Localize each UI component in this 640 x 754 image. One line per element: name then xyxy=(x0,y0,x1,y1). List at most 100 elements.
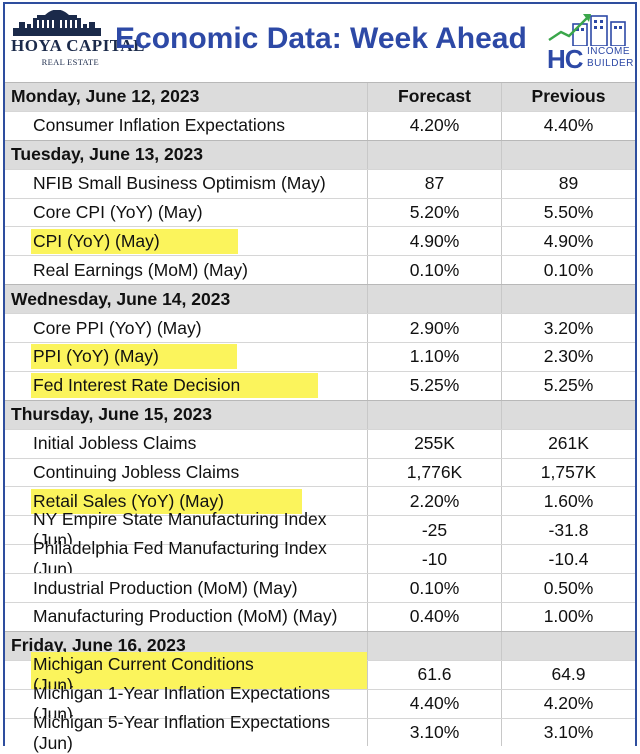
table-row: Michigan 5-Year Inflation Expectations (… xyxy=(5,712,635,753)
forecast-value: 0.10% xyxy=(367,574,501,603)
table-row: Core CPI (YoY) (May) 5.20% 5.50% xyxy=(5,197,635,227)
day-header-row: Wednesday, June 14, 2023 xyxy=(5,284,635,314)
indicator-cell: CPI (YoY) (May) xyxy=(5,227,367,255)
previous-column-header xyxy=(501,631,635,660)
forecast-value: 0.40% xyxy=(367,603,501,631)
previous-value: 4.20% xyxy=(501,689,635,718)
day-label: Friday, June 16, 2023 xyxy=(11,635,186,656)
income-text: INCOME xyxy=(587,46,630,57)
day-header-row: Thursday, June 15, 2023 xyxy=(5,399,635,429)
indicator-cell: Industrial Production (MoM) (May) xyxy=(5,574,367,602)
table-row: CPI (YoY) (May) 4.90% 4.90% xyxy=(5,226,635,256)
forecast-value: -10 xyxy=(367,545,501,574)
indicator-cell: Fed Interest Rate Decision xyxy=(5,372,367,400)
indicator-name: Industrial Production (MoM) (May) xyxy=(33,577,298,598)
previous-value: 3.20% xyxy=(501,314,635,343)
page-title: Economic Data: Week Ahead xyxy=(115,22,527,55)
previous-value: 0.50% xyxy=(501,574,635,603)
indicator-cell: PPI (YoY) (May) xyxy=(5,343,367,371)
indicator-name: Real Earnings (MoM) (May) xyxy=(33,259,248,280)
previous-value: 2.30% xyxy=(501,343,635,371)
indicator-name: Core CPI (YoY) (May) xyxy=(33,202,203,222)
forecast-value: 1,776K xyxy=(367,458,501,487)
day-header-row: Monday, June 12, 2023 Forecast Previous xyxy=(5,82,635,111)
indicator-name: Consumer Inflation Expectations xyxy=(33,115,285,136)
table-row: Continuing Jobless Claims 1,776K 1,757K xyxy=(5,457,635,487)
forecast-column-header xyxy=(367,631,501,660)
indicator-name: Michigan 5-Year Inflation Expectations (… xyxy=(33,711,331,753)
capitol-skyline-icon xyxy=(13,9,101,36)
table-row: Initial Jobless Claims 255K 261K xyxy=(5,428,635,458)
previous-value: 1.60% xyxy=(501,487,635,516)
header: HOYA CAPITAL REAL ESTATE Economic Data: … xyxy=(5,4,635,82)
economic-calendar-table: Monday, June 12, 2023 Forecast Previous Con… xyxy=(5,82,635,753)
indicator-cell: Initial Jobless Claims xyxy=(5,430,367,458)
table-row: Retail Sales (YoY) (May) 2.20% 1.60% xyxy=(5,486,635,516)
forecast-value: -25 xyxy=(367,516,501,545)
indicator-cell: Consumer Inflation Expectations xyxy=(5,112,367,140)
previous-value: 5.50% xyxy=(501,198,635,227)
forecast-value: 4.90% xyxy=(367,227,501,256)
previous-value: 1.00% xyxy=(501,603,635,631)
indicator-name: NFIB Small Business Optimism (May) xyxy=(33,173,326,194)
previous-value: 261K xyxy=(501,429,635,458)
highlighted-indicator-name: Fed Interest Rate Decision xyxy=(31,373,319,399)
forecast-value: 1.10% xyxy=(367,343,501,371)
previous-column-header xyxy=(501,285,635,314)
forecast-column-header: Forecast xyxy=(367,83,501,111)
previous-value: 3.10% xyxy=(501,718,635,747)
previous-value: 5.25% xyxy=(501,371,635,400)
indicator-cell: Manufacturing Production (MoM) (May) xyxy=(5,603,367,631)
table-row: PPI (YoY) (May) 1.10% 2.30% xyxy=(5,342,635,371)
previous-value: -10.4 xyxy=(501,545,635,574)
previous-value: 4.90% xyxy=(501,227,635,256)
table-row: Manufacturing Production (MoM) (May) 0.40… xyxy=(5,602,635,631)
previous-column-header xyxy=(501,140,635,169)
previous-value: 1,757K xyxy=(501,458,635,487)
previous-column-header: Previous xyxy=(501,83,635,111)
indicator-cell: Real Earnings (MoM) (May) xyxy=(5,256,367,284)
highlighted-indicator-name: PPI (YoY) (May) xyxy=(31,344,237,370)
forecast-value: 87 xyxy=(367,169,501,198)
builder-text: BUILDER xyxy=(587,58,634,69)
table-row: NFIB Small Business Optimism (May) 87 89 xyxy=(5,168,635,198)
forecast-column-header xyxy=(367,400,501,429)
indicator-name: Initial Jobless Claims xyxy=(33,433,197,454)
forecast-value: 2.90% xyxy=(367,314,501,343)
brand-subtitle: REAL ESTATE xyxy=(41,57,99,67)
previous-value: 64.9 xyxy=(501,660,635,689)
indicator-cell: Michigan 5-Year Inflation Expectations (… xyxy=(5,712,367,753)
forecast-value: 0.10% xyxy=(367,256,501,285)
indicator-cell: NFIB Small Business Optimism (May) xyxy=(5,170,367,198)
table-row: Philadelphia Fed Manufacturing Index (Ju… xyxy=(5,538,635,579)
table-row: Consumer Inflation Expectations 4.20% 4.40… xyxy=(5,110,635,140)
forecast-value: 5.20% xyxy=(367,198,501,227)
day-label: Thursday, June 15, 2023 xyxy=(11,404,213,425)
indicator-cell: Core CPI (YoY) (May) xyxy=(5,199,367,227)
buildings-chart-icon xyxy=(548,14,626,47)
forecast-value: 255K xyxy=(367,429,501,458)
hc-logo-text: HC xyxy=(547,44,584,74)
forecast-value: 5.25% xyxy=(367,371,501,400)
table-row: Industrial Production (MoM) (May) 0.10% 0.… xyxy=(5,573,635,603)
table-row: Michigan 1-Year Inflation Expectations (… xyxy=(5,683,635,724)
previous-value: 4.40% xyxy=(501,111,635,140)
brand-name: HOYA CAPITAL xyxy=(11,36,145,55)
forecast-column-header xyxy=(367,285,501,314)
indicator-name: Manufacturing Production (MoM) (May) xyxy=(33,606,338,627)
indicator-cell: Core PPI (YoY) (May) xyxy=(5,314,367,342)
table-row: Real Earnings (MoM) (May) 0.10% 0.10% xyxy=(5,255,635,285)
indicator-cell: Philadelphia Fed Manufacturing Index (Ju… xyxy=(5,538,367,579)
day-label: Monday, June 12, 2023 xyxy=(11,86,200,107)
forecast-value: 3.10% xyxy=(367,718,501,747)
forecast-column-header xyxy=(367,140,501,169)
hoya-capital-logo: HOYA CAPITAL REAL ESTATE xyxy=(11,9,145,76)
day-header-row: Tuesday, June 13, 2023 xyxy=(5,139,635,169)
previous-value: -31.8 xyxy=(501,516,635,545)
previous-column-header xyxy=(501,400,635,429)
forecast-value: 2.20% xyxy=(367,487,501,516)
indicator-name: Continuing Jobless Claims xyxy=(33,462,240,483)
table-row: Core PPI (YoY) (May) 2.90% 3.20% xyxy=(5,313,635,343)
forecast-value: 61.6 xyxy=(367,660,501,689)
income-builder-text: INCOME BUILDER xyxy=(587,46,634,70)
